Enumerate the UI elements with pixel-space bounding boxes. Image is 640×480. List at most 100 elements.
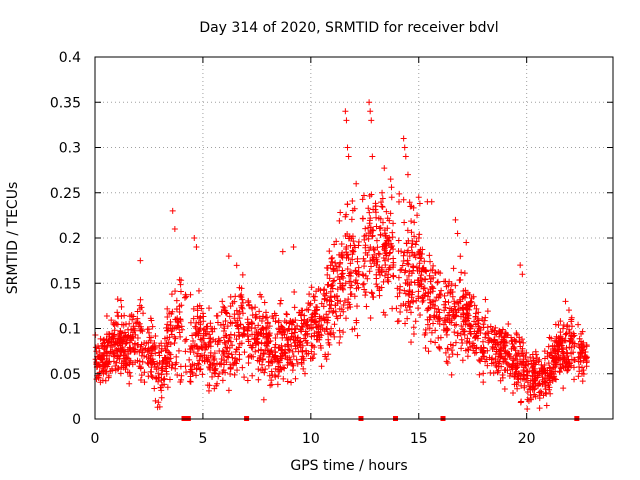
data-point (480, 379, 486, 385)
data-point (329, 283, 335, 289)
data-point (387, 249, 393, 255)
data-point (182, 295, 188, 301)
data-point (217, 361, 223, 367)
x-tick-label: 10 (302, 431, 320, 447)
data-point (118, 298, 124, 304)
data-point (519, 271, 525, 277)
chart-title: Day 314 of 2020, SRMTID for receiver bdv… (199, 20, 498, 36)
data-point (126, 381, 132, 387)
data-point (291, 353, 297, 359)
data-point (292, 329, 298, 335)
data-point (388, 176, 394, 182)
data-point (576, 364, 582, 370)
data-point (255, 366, 261, 372)
data-point (228, 332, 234, 338)
data-point (462, 270, 468, 276)
data-point (571, 376, 577, 382)
data-point (177, 309, 183, 315)
data-point (281, 365, 287, 371)
data-point (361, 281, 367, 287)
data-point (280, 249, 286, 255)
data-point (239, 365, 245, 371)
y-tick-label: 0.25 (50, 186, 81, 202)
data-points (92, 99, 589, 412)
data-point (262, 299, 268, 305)
data-point (173, 354, 179, 360)
data-point (178, 289, 184, 295)
data-point (413, 241, 419, 247)
data-point (580, 378, 586, 384)
data-point (278, 298, 284, 304)
data-point (261, 397, 267, 403)
data-point (342, 108, 348, 114)
data-point (361, 192, 367, 198)
data-point (451, 329, 457, 335)
data-point (169, 291, 175, 297)
data-point (377, 293, 383, 299)
data-point (155, 399, 161, 405)
data-point (340, 329, 346, 335)
data-point (337, 334, 343, 340)
data-point (425, 306, 431, 312)
data-point (368, 117, 374, 123)
data-point (141, 369, 147, 375)
data-point (429, 199, 435, 205)
data-point (291, 289, 297, 295)
data-point (337, 209, 343, 215)
data-point (343, 315, 349, 321)
data-point (345, 201, 351, 207)
data-point (465, 353, 471, 359)
data-point (390, 234, 396, 240)
data-point (403, 154, 409, 160)
data-point (485, 308, 491, 314)
data-point (482, 318, 488, 324)
data-point (193, 372, 199, 378)
y-axis-label: SRMTID / TECUs (5, 182, 21, 295)
data-point (182, 338, 188, 344)
data-point (354, 256, 360, 262)
data-point (377, 251, 383, 257)
data-point (312, 297, 318, 303)
data-point (277, 301, 283, 307)
data-point (114, 360, 120, 366)
data-point (137, 297, 143, 303)
data-point (104, 313, 110, 319)
data-point (463, 240, 469, 246)
data-point (353, 181, 359, 187)
data-point (294, 357, 300, 363)
data-point (401, 135, 407, 141)
data-point (584, 363, 590, 369)
data-point (457, 253, 463, 259)
data-point (159, 395, 165, 401)
data-point (426, 252, 432, 258)
data-point (382, 312, 388, 318)
data-point (355, 333, 361, 339)
y-tick-label: 0.1 (59, 322, 81, 338)
data-point (240, 310, 246, 316)
data-point (360, 196, 366, 202)
data-point (390, 255, 396, 261)
data-point (482, 315, 488, 321)
data-point (234, 262, 240, 268)
data-point (196, 288, 202, 294)
data-point (360, 216, 366, 222)
data-point (362, 292, 368, 298)
data-point (247, 353, 253, 359)
data-point (118, 370, 124, 376)
data-point (408, 339, 414, 345)
data-point (405, 172, 411, 178)
x-tick-label: 0 (91, 431, 100, 447)
data-point (381, 165, 387, 171)
data-point (450, 351, 456, 357)
data-point (379, 190, 385, 196)
data-point (370, 294, 376, 300)
data-point (390, 273, 396, 279)
data-point (374, 238, 380, 244)
data-point (324, 356, 330, 362)
data-point (476, 372, 482, 378)
data-point (256, 308, 262, 314)
data-point (377, 232, 383, 238)
data-point (299, 348, 305, 354)
data-point (291, 244, 297, 250)
data-point (171, 340, 177, 346)
